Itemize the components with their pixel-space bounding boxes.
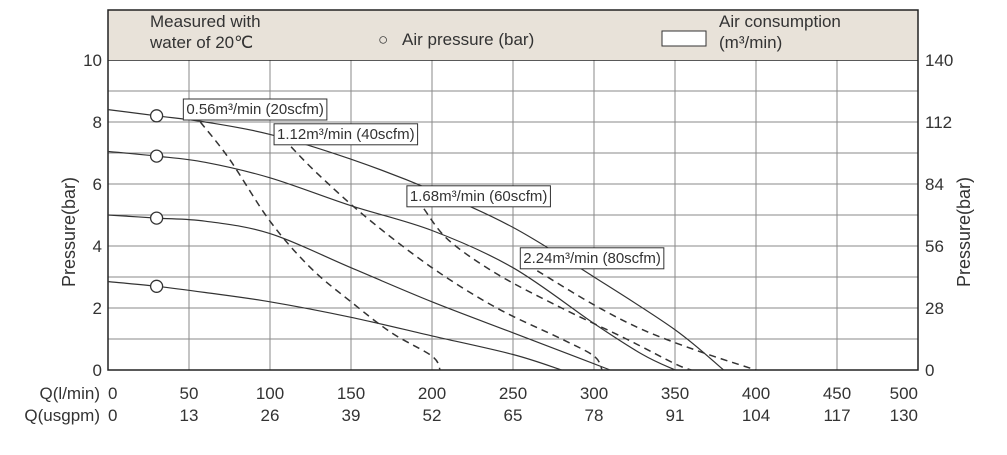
x-tick-label: 150 <box>337 384 365 403</box>
x-tick-label: 400 <box>742 384 770 403</box>
y-tick-label-left: 4 <box>93 237 102 256</box>
x-tick-label: 500 <box>890 384 918 403</box>
consumption-label-box <box>273 123 419 146</box>
pressure-marker <box>149 279 164 293</box>
legend-note-line1: Measured with <box>150 12 261 31</box>
legend-pressure-marker-icon: ○ <box>378 30 388 49</box>
x2-tick-label: 91 <box>666 406 685 425</box>
consumption-label: 1.12m³/min (40scfm) <box>273 123 419 146</box>
consumption-label: 1.68m³/min (60scfm) <box>406 185 551 208</box>
consumption-label-text: 2.24m³/min (80scfm) <box>523 250 661 267</box>
legend-band <box>108 10 918 60</box>
plot-frame <box>107 9 919 371</box>
x-tick-label: 50 <box>180 384 199 403</box>
y-tick-label-right: 84 <box>925 175 944 194</box>
y-tick-label-right: 56 <box>925 237 944 256</box>
y-axis-right-label: Pressure(bar) <box>954 177 974 287</box>
legend: Measured with water of 20℃ ○ Air pressur… <box>149 12 841 52</box>
x-axis-row1-label: Q(l/min) <box>40 384 100 403</box>
x-tick-label: 0 <box>108 384 117 403</box>
y-tick-label-left: 10 <box>83 51 102 70</box>
x2-tick-label: 39 <box>342 406 361 425</box>
y-tick-label-left: 6 <box>93 175 102 194</box>
y-tick-label-left: 0 <box>93 361 102 380</box>
consumption-curve <box>423 208 692 371</box>
consumption-label-box <box>182 98 328 121</box>
consumption-curve <box>199 121 441 371</box>
pressure-marker <box>149 211 164 225</box>
y-tick-label-right: 112 <box>925 113 952 132</box>
pressure-curve <box>107 281 562 371</box>
x-tick-label: 450 <box>823 384 851 403</box>
curves: 0.56m³/min (20scfm) 1.12m³/min (40scfm) 1.… <box>107 98 757 371</box>
y-tick-label-right: 28 <box>925 299 944 318</box>
legend-consumption-label-line2: (m³/min) <box>719 33 782 52</box>
x-tick-label: 350 <box>661 384 689 403</box>
consumption-curve <box>290 146 603 371</box>
x2-tick-label: 65 <box>504 406 523 425</box>
x2-tick-label: 104 <box>742 406 770 425</box>
consumption-label-text: 1.68m³/min (60scfm) <box>410 188 548 205</box>
x-tick-label: 250 <box>499 384 527 403</box>
legend-pressure-label: Air pressure (bar) <box>402 30 534 49</box>
x2-tick-label: 13 <box>180 406 199 425</box>
x-tick-label: 300 <box>580 384 608 403</box>
x2-tick-label: 130 <box>890 406 918 425</box>
y-tick-label-left: 2 <box>93 299 102 318</box>
pressure-curve <box>107 150 676 371</box>
x-axis: 0 50 100 150 200 250 300 350 400 450 500 0 13 26 39 52 6… <box>108 384 918 425</box>
consumption-label-text: 1.12m³/min (40scfm) <box>277 126 415 143</box>
legend-consumption-label-line1: Air consumption <box>719 12 841 31</box>
pressure-curve <box>107 109 724 371</box>
pressure-marker <box>149 149 164 163</box>
x2-tick-label: 0 <box>108 406 117 425</box>
y-axis-left: 0 2 4 6 8 10 <box>83 51 102 380</box>
x2-tick-label: 52 <box>423 406 442 425</box>
y-axis-right: 0 28 56 84 112 140 <box>925 51 953 380</box>
x2-tick-label: 26 <box>261 406 280 425</box>
y-tick-label-left: 8 <box>93 113 102 132</box>
pressure-curve <box>107 214 611 371</box>
x-tick-label: 100 <box>256 384 284 403</box>
consumption-label-box <box>406 185 551 208</box>
legend-consumption-swatch <box>661 30 707 47</box>
consumption-label-text: 0.56m³/min (20scfm) <box>186 101 324 118</box>
x2-tick-label: 117 <box>823 406 850 425</box>
consumption-label-box <box>519 247 665 270</box>
consumption-curve <box>536 270 757 371</box>
consumption-label: 0.56m³/min (20scfm) <box>182 98 328 121</box>
consumption-label: 2.24m³/min (80scfm) <box>519 247 665 270</box>
legend-note-line2: water of 20℃ <box>149 33 253 52</box>
x-axis-row2-label: Q(usgpm) <box>24 406 100 425</box>
x-tick-label: 200 <box>418 384 446 403</box>
y-tick-label-right: 140 <box>925 51 953 70</box>
y-tick-label-right: 0 <box>925 361 934 380</box>
pressure-marker <box>149 109 164 123</box>
x2-tick-label: 78 <box>585 406 604 425</box>
y-axis-left-label: Pressure(bar) <box>59 177 79 287</box>
